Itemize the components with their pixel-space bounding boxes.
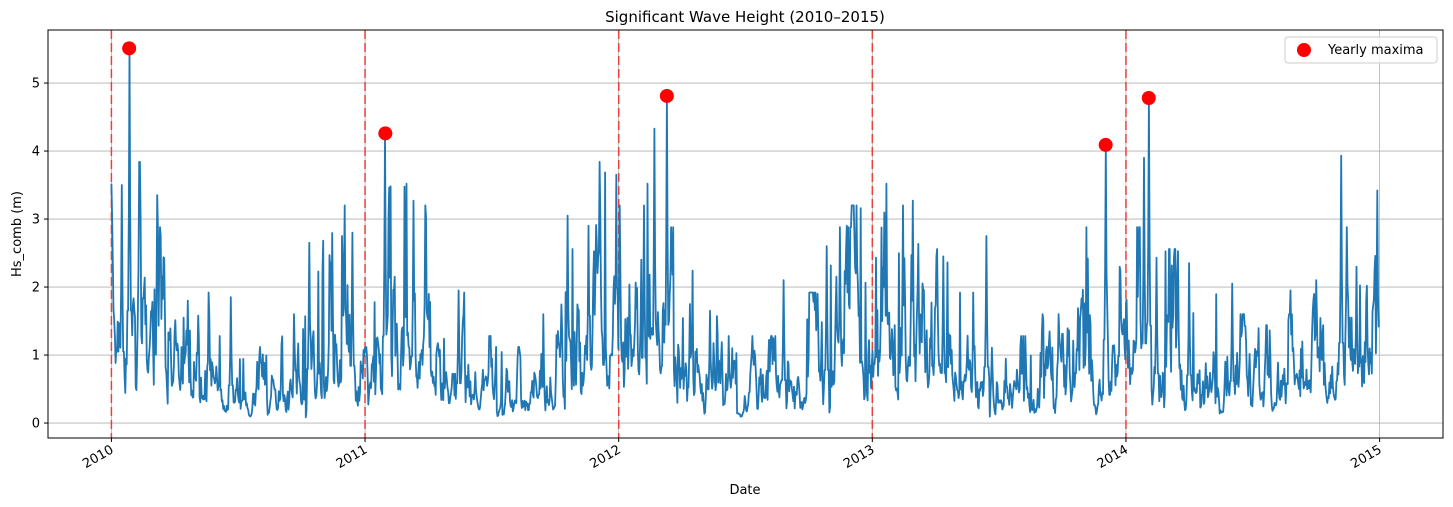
chart-title: Significant Wave Height (2010–2015) <box>605 8 885 26</box>
y-tick-label: 3 <box>32 213 40 228</box>
y-tick-label: 5 <box>32 77 40 92</box>
plot-frame <box>47 29 1444 439</box>
y-tick-label: 2 <box>32 281 40 296</box>
y-tick-label: 0 <box>32 417 40 432</box>
x-tick-label: 2011 <box>334 442 370 472</box>
x-tick-label: 2012 <box>588 442 624 472</box>
yearly-maximum-point <box>659 88 674 103</box>
x-tick-label: 2015 <box>1348 442 1384 472</box>
yearly-maximum-point <box>1141 91 1156 105</box>
yearly-maximum-point <box>378 126 393 141</box>
legend-marker <box>1297 43 1311 57</box>
x-axis-label: Date <box>729 483 760 498</box>
y-axis-label: Hs_comb (m) <box>10 191 25 277</box>
legend-label: Yearly maxima <box>1327 43 1424 58</box>
x-tick-label: 2010 <box>80 442 116 472</box>
x-tick-label: 2013 <box>841 442 877 472</box>
y-tick-label: 1 <box>32 349 40 364</box>
hs-comb-series-line <box>110 47 1380 419</box>
y-tick-label: 4 <box>32 145 40 160</box>
legend: Yearly maxima <box>1284 36 1438 64</box>
legend-box <box>1284 36 1438 64</box>
yearly-maximum-point <box>122 41 137 56</box>
yearly-maximum-point <box>1098 137 1113 152</box>
x-tick-label: 2014 <box>1095 442 1131 472</box>
